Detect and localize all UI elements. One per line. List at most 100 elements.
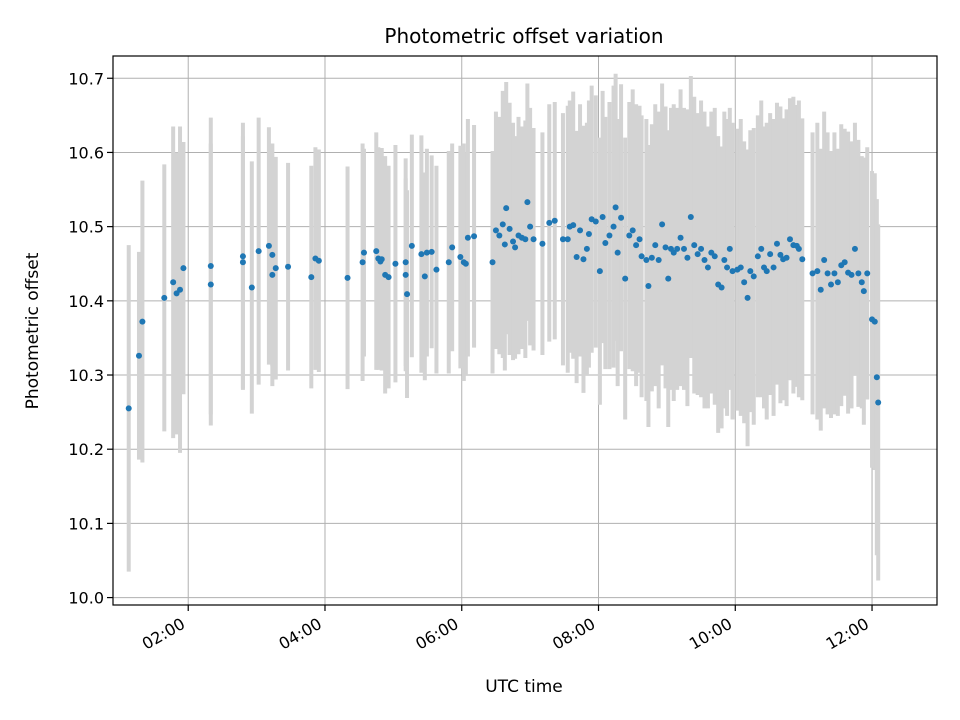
data-point <box>404 291 411 298</box>
data-point <box>602 239 609 246</box>
data-point <box>786 236 793 243</box>
data-point <box>841 259 848 266</box>
data-point <box>698 245 705 252</box>
data-point <box>828 281 835 288</box>
data-point <box>873 374 880 381</box>
data-point <box>428 248 435 255</box>
data-point <box>583 245 590 252</box>
data-point <box>629 227 636 234</box>
data-point <box>741 279 748 286</box>
data-point <box>817 286 824 293</box>
data-point <box>721 257 728 264</box>
y-tick-label: 10.1 <box>68 514 104 533</box>
data-point <box>512 244 519 251</box>
data-point <box>315 257 322 264</box>
data-point <box>633 242 640 249</box>
y-tick-label: 10.5 <box>68 218 104 237</box>
data-point <box>701 257 708 264</box>
data-point <box>851 245 858 252</box>
data-point <box>875 399 882 406</box>
data-point <box>506 225 513 232</box>
y-tick-label: 10.0 <box>68 589 104 608</box>
data-point <box>392 260 399 267</box>
data-point <box>636 236 643 243</box>
data-point <box>599 213 606 220</box>
data-point <box>559 236 566 243</box>
data-point <box>546 219 553 226</box>
data-point <box>359 259 366 266</box>
data-point <box>795 245 802 252</box>
data-point <box>606 232 613 239</box>
data-point <box>871 318 878 325</box>
data-point <box>831 270 838 277</box>
y-axis-ticks: 10.0 10.1 10.2 10.3 10.4 10.5 10.6 10.7 <box>68 69 113 608</box>
y-axis-label: Photometric offset <box>23 252 43 409</box>
data-point <box>239 253 246 260</box>
data-point <box>308 274 315 281</box>
data-point <box>580 256 587 263</box>
y-tick-label: 10.7 <box>68 69 104 88</box>
data-point <box>643 257 650 264</box>
data-point <box>652 242 659 249</box>
data-point <box>674 245 681 252</box>
data-point <box>680 245 687 252</box>
data-point <box>207 262 214 269</box>
data-point <box>524 199 531 206</box>
data-point <box>360 249 367 256</box>
data-point <box>737 264 744 271</box>
data-point-layer <box>125 199 882 412</box>
data-point <box>177 286 184 293</box>
data-point <box>527 223 534 230</box>
data-point <box>402 271 409 278</box>
data-point <box>799 256 806 263</box>
data-point <box>433 266 440 273</box>
data-point <box>585 231 592 238</box>
data-point <box>269 251 276 258</box>
data-point <box>402 259 409 266</box>
data-point <box>848 271 855 278</box>
data-point <box>596 268 603 275</box>
data-point <box>207 281 214 288</box>
plot-area <box>112 55 938 606</box>
data-point <box>821 257 828 264</box>
data-point <box>814 268 821 275</box>
data-point <box>499 221 506 228</box>
data-point <box>135 352 142 359</box>
data-point <box>724 264 731 271</box>
data-point <box>272 265 279 272</box>
data-point <box>622 275 629 282</box>
data-point <box>763 268 770 275</box>
data-point <box>522 236 529 243</box>
data-point <box>824 270 831 277</box>
data-point <box>773 240 780 247</box>
data-point <box>564 236 571 243</box>
chart-title: Photometric offset variation <box>384 24 663 48</box>
data-point <box>501 241 508 248</box>
data-point <box>423 249 430 256</box>
data-point <box>445 259 452 266</box>
data-point <box>530 236 537 243</box>
data-point <box>170 279 177 286</box>
data-point <box>858 279 865 286</box>
data-point <box>255 248 262 255</box>
data-point <box>684 254 691 261</box>
data-point <box>767 251 774 258</box>
data-point <box>744 294 751 301</box>
data-point <box>809 270 816 277</box>
data-point <box>726 245 733 252</box>
y-tick-label: 10.2 <box>68 440 104 459</box>
data-point <box>464 234 471 241</box>
data-point <box>758 245 765 252</box>
data-point <box>492 227 499 234</box>
data-point <box>665 275 672 282</box>
data-point <box>265 242 272 249</box>
data-point <box>471 233 478 240</box>
data-point <box>834 279 841 286</box>
data-point <box>592 218 599 225</box>
data-point <box>711 253 718 260</box>
data-point <box>551 217 558 224</box>
data-point <box>694 251 701 258</box>
data-point <box>662 244 669 251</box>
data-point <box>855 270 862 277</box>
data-point <box>344 274 351 281</box>
